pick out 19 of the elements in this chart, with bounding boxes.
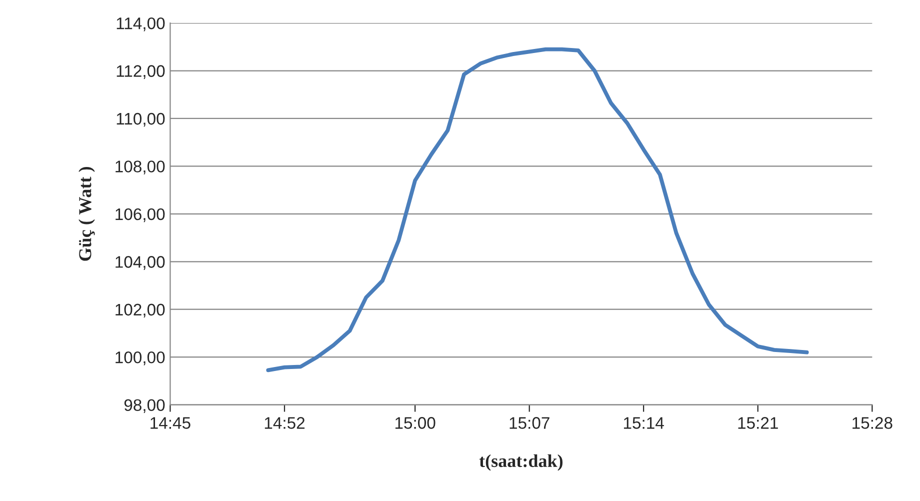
- y-tick-label: 98,00: [124, 399, 165, 413]
- x-tick-label: 15:14: [624, 417, 664, 429]
- x-tick-label: 15:07: [510, 417, 550, 429]
- y-tick-label: 106,00: [116, 208, 165, 222]
- y-tick-label: 104,00: [116, 256, 165, 270]
- y-axis-title: Güç ( Watt ): [78, 166, 95, 261]
- y-tick-label: 114,00: [116, 17, 165, 32]
- line-series: [266, 47, 809, 372]
- y-tick-label: 100,00: [116, 351, 165, 366]
- x-tick-label: 15:28: [852, 417, 892, 429]
- y-tick-label: 112,00: [116, 65, 165, 79]
- x-axis-title: t(saat:dak): [479, 454, 563, 471]
- x-tick-label: 15:21: [738, 417, 778, 429]
- x-tick-label: 14:45: [150, 417, 190, 429]
- y-tick-label: 102,00: [116, 304, 165, 318]
- y-tick-label: 110,00: [116, 112, 165, 127]
- x-tick-label: 14:52: [264, 417, 305, 429]
- x-tick-label: 15:00: [395, 417, 436, 429]
- y-tick-label: 108,00: [116, 160, 165, 174]
